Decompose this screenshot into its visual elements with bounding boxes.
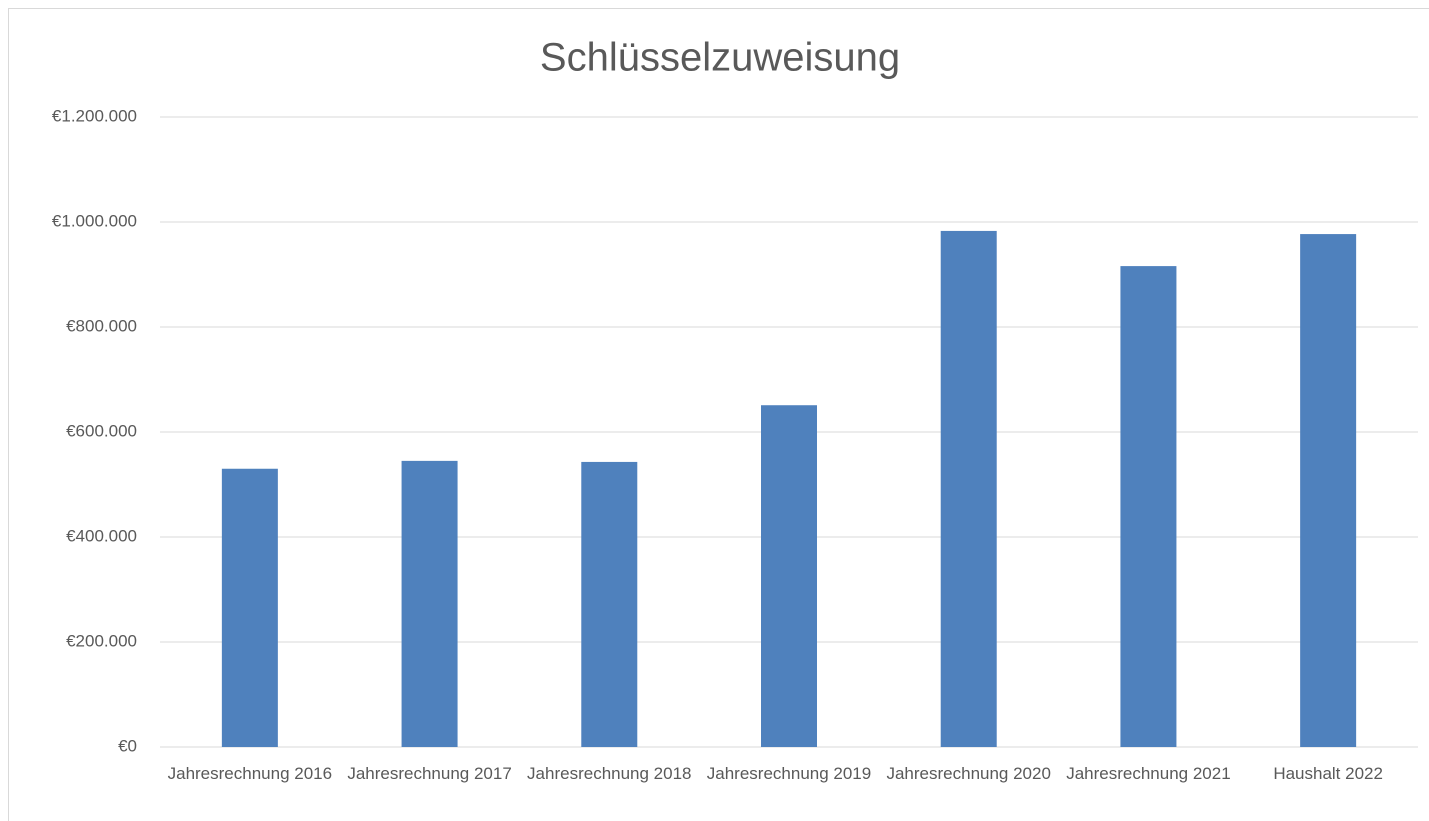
x-tick-label: Jahresrechnung 2021 bbox=[1066, 764, 1231, 783]
x-tick-label: Jahresrechnung 2016 bbox=[167, 764, 333, 783]
bar bbox=[221, 468, 278, 747]
bar bbox=[761, 405, 817, 747]
bar bbox=[401, 460, 458, 747]
x-tick-label: Jahresrechnung 2020 bbox=[886, 764, 1051, 783]
chart-border bbox=[8, 8, 1429, 821]
y-tick-label: €1.000.000 bbox=[52, 211, 137, 230]
y-tick-label: €800.000 bbox=[66, 316, 137, 335]
bar bbox=[581, 461, 638, 747]
y-tick-label: €200.000 bbox=[66, 631, 137, 650]
y-tick-label: €0 bbox=[118, 736, 137, 755]
x-tick-label: Jahresrechnung 2019 bbox=[706, 764, 872, 783]
x-tick-label: Jahresrechnung 2017 bbox=[347, 764, 512, 783]
bar bbox=[1300, 234, 1357, 747]
x-tick-label: Haushalt 2022 bbox=[1273, 764, 1383, 783]
bar bbox=[940, 230, 997, 748]
y-tick-label: €600.000 bbox=[66, 421, 137, 440]
y-tick-label: €1.200.000 bbox=[52, 106, 137, 125]
chart-title: Schlüsselzuweisung bbox=[540, 36, 900, 80]
bar bbox=[1120, 266, 1177, 747]
y-tick-label: €400.000 bbox=[66, 526, 137, 545]
x-tick-label: Jahresrechnung 2018 bbox=[527, 764, 692, 783]
